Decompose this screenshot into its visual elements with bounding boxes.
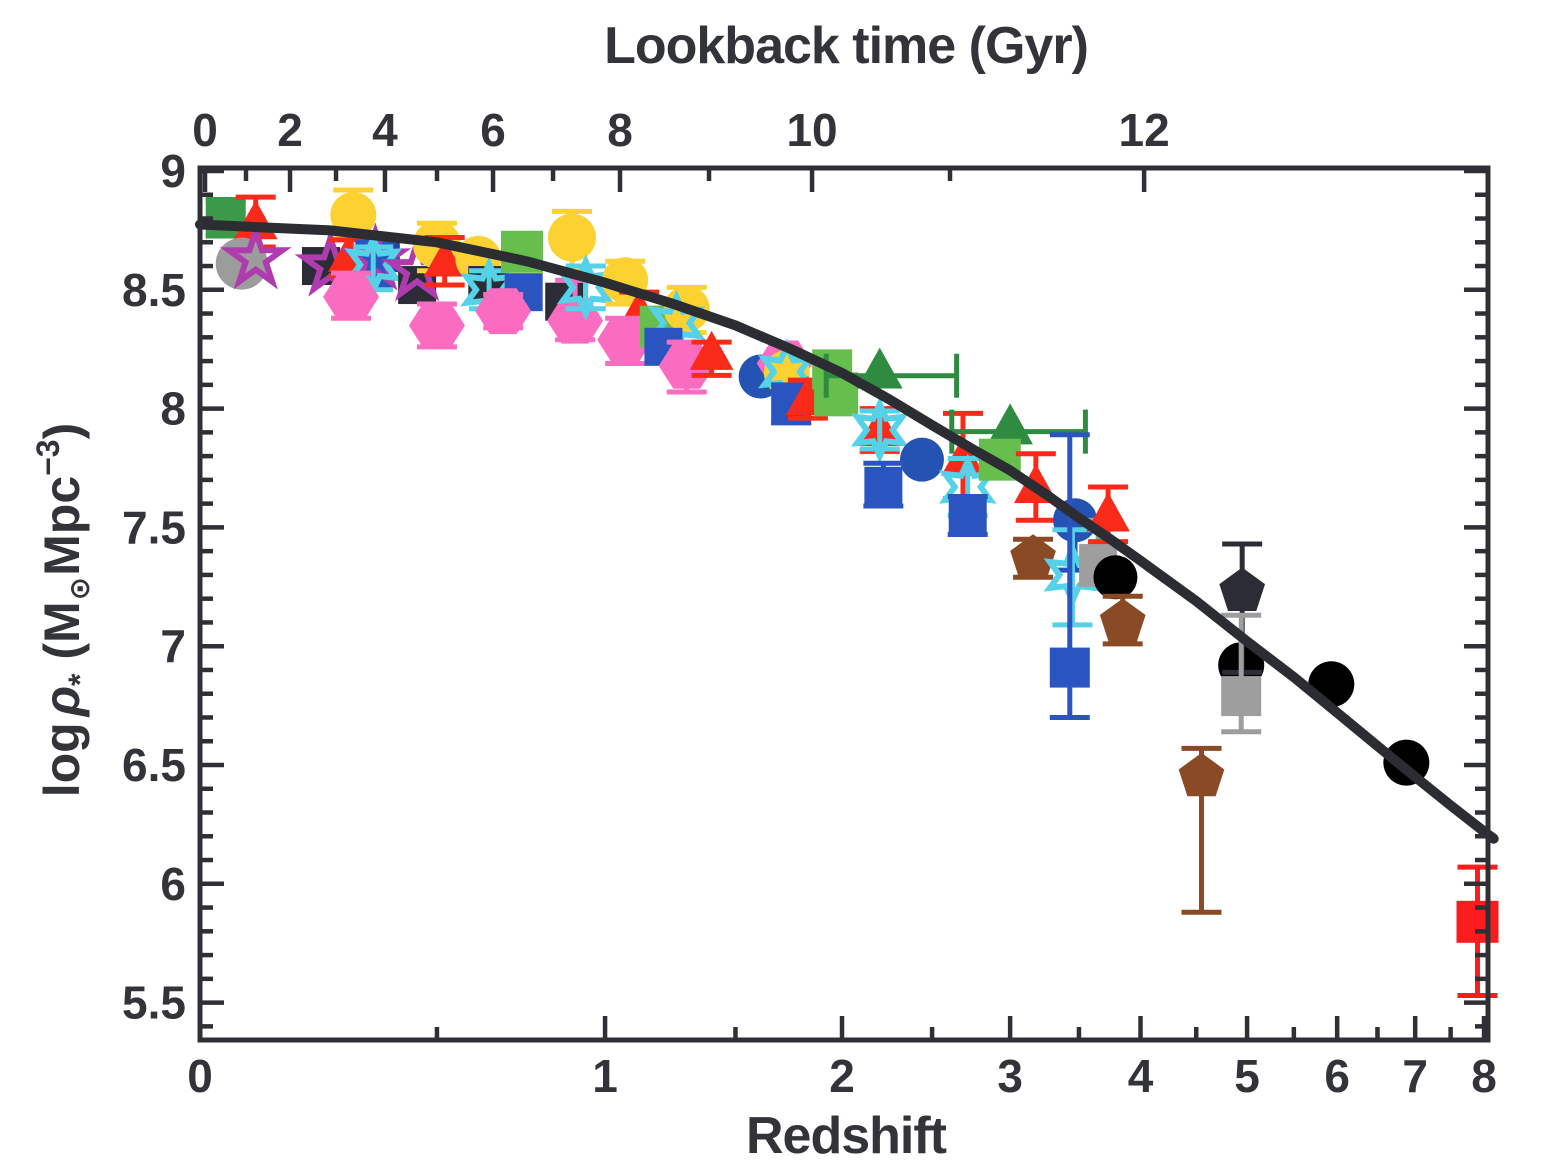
top-axis-tick-label: 0 [192, 104, 218, 156]
data-point-pentagon [1219, 567, 1266, 611]
data-point-pentagon [1099, 598, 1146, 642]
top-axis-title: Lookback time (Gyr) [604, 17, 1089, 75]
data-point-circle [330, 191, 377, 238]
data-point-star6 [850, 396, 909, 464]
left-axis-tick-label: 7.5 [122, 501, 186, 553]
data-point-triangle [856, 347, 903, 389]
data-point-circle [1093, 555, 1138, 600]
data-point-hexagon [323, 273, 380, 320]
data-point-triangle [987, 403, 1034, 445]
data-point-triangle [423, 239, 466, 277]
top-axis-tick-label: 8 [607, 104, 633, 156]
data-point-star5 [219, 221, 292, 290]
left-axis-tick-label: 7 [160, 620, 186, 672]
top-axis-tick-label: 4 [372, 104, 398, 156]
bottom-axis-tick-label: 1 [592, 1050, 618, 1102]
data-point-hexagon [408, 302, 465, 349]
data-point-hexagon [597, 316, 654, 363]
data-point-square [1221, 676, 1262, 717]
top-axis-tick-label: 12 [1119, 104, 1170, 156]
top-axis-tick-label: 2 [277, 104, 303, 156]
left-axis-tick-label: 9 [160, 145, 186, 197]
data-point-triangle [1086, 492, 1130, 532]
bottom-axis-tick-label: 5 [1234, 1050, 1260, 1102]
left-axis-tick-label: 8 [160, 383, 186, 435]
top-axis-tick-label: 6 [480, 104, 506, 156]
left-axis-tick-label: 5.5 [122, 977, 186, 1029]
bottom-axis-tick-label: 2 [829, 1050, 855, 1102]
data-point-square [1049, 647, 1090, 688]
plot-frame [197, 165, 1491, 1043]
fit-curve [195, 219, 1499, 844]
data-point-circle [548, 213, 597, 262]
data-point-hexagon [475, 288, 532, 335]
data-point-square [864, 466, 903, 505]
bottom-axis-tick-label: 0 [187, 1050, 213, 1102]
bottom-axis-tick-label: 6 [1324, 1050, 1350, 1102]
data-point-pentagon [1010, 534, 1056, 578]
left-axis-tick-label: 6.5 [122, 739, 186, 791]
bottom-axis-tick-label: 8 [1471, 1050, 1497, 1102]
left-axis-tick-label: 6 [160, 858, 186, 910]
bottom-axis-tick-label: 3 [997, 1050, 1023, 1102]
data-point-pentagon [1178, 752, 1225, 797]
data-point-square [948, 496, 987, 535]
left-axis-tick-label: 8.5 [122, 264, 186, 316]
data-point-circle [899, 437, 944, 482]
bottom-axis-tick-label: 4 [1128, 1050, 1154, 1102]
data-point-triangle [689, 330, 734, 370]
top-axis-tick-label: 10 [786, 104, 837, 156]
bottom-axis-tick-label: 7 [1402, 1050, 1428, 1102]
bottom-axis-title: Redshift [746, 1107, 947, 1165]
